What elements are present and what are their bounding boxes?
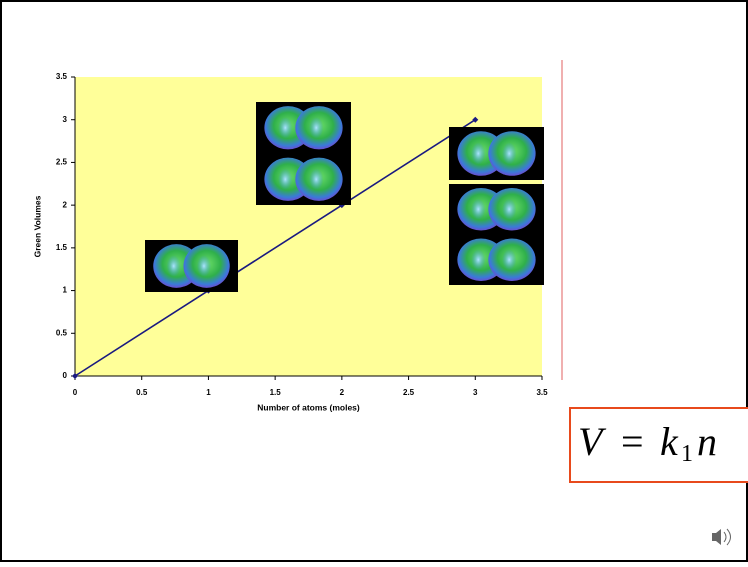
y-tick-label: 1 — [63, 286, 68, 295]
y-axis-title: Green Volumes — [32, 195, 42, 257]
core — [278, 117, 293, 139]
core — [197, 255, 211, 277]
y-tick-label: 3 — [63, 115, 68, 124]
molecule-image — [449, 184, 544, 285]
molecule-image — [256, 102, 351, 205]
core — [502, 199, 517, 220]
molecule-image — [145, 240, 238, 292]
core — [309, 117, 324, 139]
core — [278, 168, 293, 190]
x-tick-label: 2.5 — [403, 388, 415, 397]
y-tick-label: 0.5 — [56, 328, 68, 337]
core — [502, 249, 517, 270]
x-tick-label: 3 — [473, 388, 478, 397]
x-tick-label: 0 — [73, 388, 78, 397]
y-tick-label: 2 — [63, 200, 68, 209]
core — [471, 142, 486, 164]
eq-k: k — [660, 419, 679, 464]
x-tick-label: 3.5 — [536, 388, 548, 397]
x-tick-label: 2 — [340, 388, 345, 397]
molecule-image — [449, 127, 544, 180]
core — [309, 168, 324, 190]
y-tick-label: 3.5 — [56, 72, 68, 81]
core — [471, 199, 486, 220]
x-tick-label: 1.5 — [270, 388, 282, 397]
eq-lhs: V — [578, 419, 607, 464]
slide: 0 0.5 1 1.5 2 2.5 3 3.5 0 0.5 1 1.5 2 2.5 3 3.5 Number o… — [0, 0, 748, 562]
x-tick-label: 1 — [206, 388, 211, 397]
core — [167, 255, 181, 277]
eq-sign: = — [621, 419, 644, 464]
x-axis-title: Number of atoms (moles) — [257, 402, 360, 412]
y-tick-label: 0 — [63, 371, 68, 380]
eq-n: n — [697, 419, 717, 464]
y-tick-label: 2.5 — [56, 158, 68, 167]
core — [502, 142, 517, 164]
y-tick-label: 1.5 — [56, 243, 68, 252]
core — [471, 249, 486, 270]
eq-sub: 1 — [681, 441, 693, 467]
x-tick-label: 0.5 — [136, 388, 148, 397]
